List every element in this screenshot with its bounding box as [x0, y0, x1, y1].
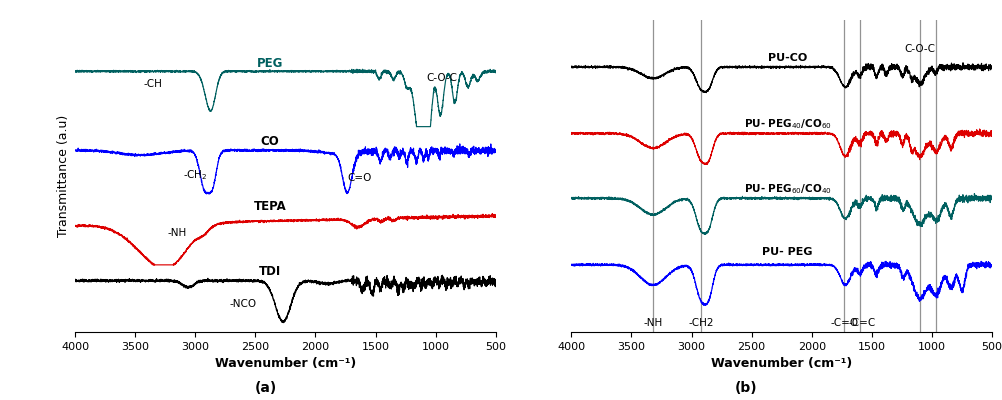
Y-axis label: Transmittance (a.u): Transmittance (a.u) — [56, 115, 69, 237]
Text: -NH: -NH — [167, 228, 187, 238]
Text: CO: CO — [261, 135, 280, 148]
Text: -CH2: -CH2 — [688, 318, 714, 328]
X-axis label: Wavenumber (cm⁻¹): Wavenumber (cm⁻¹) — [214, 357, 356, 370]
Text: -CH$_2$: -CH$_2$ — [183, 168, 207, 182]
Text: PU- PEG: PU- PEG — [763, 247, 813, 257]
X-axis label: Wavenumber (cm⁻¹): Wavenumber (cm⁻¹) — [711, 357, 853, 370]
Text: PEG: PEG — [257, 57, 283, 70]
Text: TEPA: TEPA — [254, 200, 287, 212]
Text: (a): (a) — [255, 381, 277, 395]
Text: -NH: -NH — [643, 318, 662, 328]
Text: -NCO: -NCO — [229, 299, 257, 309]
Text: PU- PEG$_{60}$/CO$_{40}$: PU- PEG$_{60}$/CO$_{40}$ — [743, 182, 832, 196]
Text: C-O-C: C-O-C — [426, 73, 457, 83]
Text: -C=C: -C=C — [849, 318, 876, 328]
Text: C-O-C: C-O-C — [905, 44, 936, 54]
Text: -C=O: -C=O — [830, 318, 859, 328]
Text: PU-CO: PU-CO — [769, 52, 808, 62]
Text: TDI: TDI — [259, 265, 281, 278]
Text: -CH: -CH — [144, 79, 162, 89]
Text: (b): (b) — [735, 381, 758, 395]
Text: PU- PEG$_{40}$/CO$_{60}$: PU- PEG$_{40}$/CO$_{60}$ — [743, 117, 832, 131]
Text: C=O: C=O — [348, 173, 372, 183]
